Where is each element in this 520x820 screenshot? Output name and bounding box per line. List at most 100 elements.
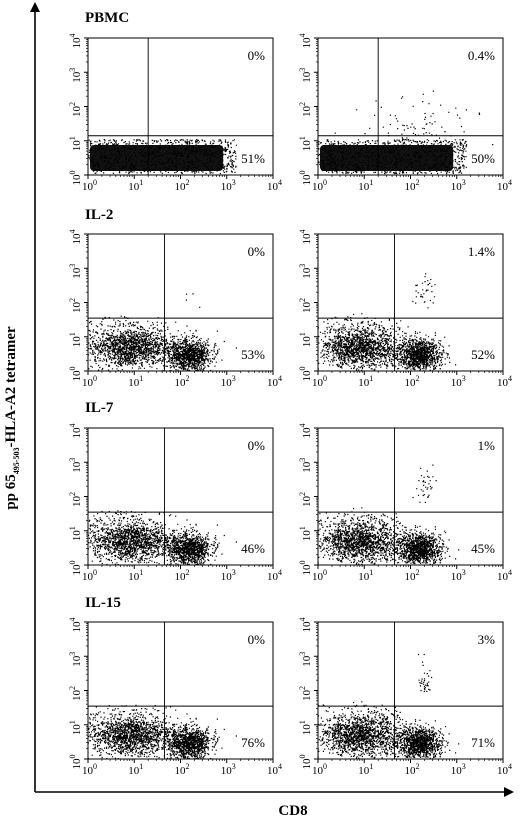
x-tick-label: 101: [358, 568, 373, 583]
x-tick-label: 100: [312, 374, 327, 389]
quadrant-lower-right-pct: 76%: [241, 735, 265, 750]
x-tick-label: 104: [497, 374, 512, 389]
x-tick-label: 101: [358, 762, 373, 777]
x-tick-label: 102: [405, 178, 420, 193]
y-tick-label: 104: [68, 618, 83, 633]
y-tick-label: 102: [68, 492, 83, 507]
x-tick-label: 103: [221, 568, 236, 583]
y-tick-label: 102: [298, 102, 313, 117]
y-tick-label: 100: [298, 367, 313, 382]
y-tick-label: 100: [298, 171, 313, 186]
main-x-axis-arrow: [504, 787, 514, 797]
y-tick-label: 100: [298, 561, 313, 576]
x-tick-label: 102: [175, 374, 190, 389]
y-tick-label: 104: [68, 230, 83, 245]
y-tick-label: 103: [68, 458, 83, 473]
y-tick-label: 101: [68, 332, 83, 347]
event-dots: [318, 653, 460, 759]
x-tick-label: 102: [175, 568, 190, 583]
y-tick-label: 101: [298, 720, 313, 735]
y-tick-label: 104: [298, 230, 313, 245]
y-tick-label: 103: [68, 652, 83, 667]
quadrant-upper-right-pct: 1.4%: [468, 244, 495, 259]
y-tick-label: 103: [68, 68, 83, 83]
x-tick-label: 103: [451, 568, 466, 583]
x-tick-label: 100: [82, 178, 97, 193]
x-tick-label: 100: [312, 762, 327, 777]
y-tick-label: 100: [298, 755, 313, 770]
y-tick-label: 104: [68, 34, 83, 49]
y-tick-label: 104: [68, 424, 83, 439]
x-tick-label: 101: [128, 568, 143, 583]
row-label: PBMC: [85, 10, 129, 26]
event-dots: [88, 510, 237, 565]
y-tick-label: 102: [298, 686, 313, 701]
y-tick-label: 102: [298, 298, 313, 313]
y-tick-label: 102: [68, 102, 83, 117]
x-tick-label: 101: [128, 374, 143, 389]
quadrant-lower-right-pct: 46%: [241, 541, 265, 556]
x-tick-label: 104: [497, 178, 512, 193]
x-tick-label: 103: [221, 374, 236, 389]
quadrant-lower-right-pct: 51%: [241, 151, 265, 166]
event-dots: [88, 704, 237, 759]
x-tick-label: 103: [221, 762, 236, 777]
quadrant-upper-right-pct: 1%: [478, 438, 496, 453]
quadrant-upper-right-pct: 0%: [248, 244, 266, 259]
x-tick-label: 100: [312, 178, 327, 193]
quadrant-lower-right-pct: 52%: [471, 347, 495, 362]
quadrant-lower-right-pct: 45%: [471, 541, 495, 556]
x-tick-label: 103: [451, 374, 466, 389]
quadrant-upper-right-pct: 0%: [248, 632, 266, 647]
x-tick-label: 100: [82, 762, 97, 777]
x-tick-label: 101: [358, 178, 373, 193]
y-tick-label: 101: [68, 526, 83, 541]
quadrant-upper-right-pct: 3%: [478, 632, 496, 647]
x-tick-label: 102: [405, 374, 420, 389]
row-label: IL-15: [85, 595, 121, 611]
y-axis-title: pp 65495-503-HLA-A2 tetramer: [3, 326, 21, 510]
event-dots: [318, 90, 494, 175]
x-tick-label: 104: [267, 178, 282, 193]
quadrant-lower-right-pct: 50%: [471, 151, 495, 166]
row-label: IL-2: [85, 207, 113, 223]
y-tick-label: 102: [68, 298, 83, 313]
y-tick-label: 104: [298, 424, 313, 439]
x-tick-label: 103: [451, 178, 466, 193]
x-tick-label: 101: [128, 178, 143, 193]
y-tick-label: 103: [298, 458, 313, 473]
y-tick-label: 104: [298, 34, 313, 49]
y-tick-label: 100: [68, 755, 83, 770]
y-tick-label: 103: [298, 68, 313, 83]
x-tick-label: 104: [497, 568, 512, 583]
quadrant-upper-right-pct: 0%: [248, 48, 266, 63]
y-tick-label: 101: [298, 526, 313, 541]
quadrant-lower-right-pct: 71%: [471, 735, 495, 750]
event-dots: [318, 273, 457, 371]
x-tick-label: 104: [497, 762, 512, 777]
event-dots: [88, 139, 238, 175]
y-tick-label: 101: [298, 136, 313, 151]
x-tick-label: 102: [175, 178, 190, 193]
x-axis-title: CD8: [278, 803, 307, 819]
y-tick-label: 103: [68, 264, 83, 279]
x-tick-label: 100: [312, 568, 327, 583]
y-tick-label: 101: [68, 136, 83, 151]
main-y-axis-arrow: [30, 2, 40, 12]
y-tick-label: 101: [298, 332, 313, 347]
x-tick-label: 104: [267, 568, 282, 583]
x-tick-label: 100: [82, 568, 97, 583]
x-tick-label: 104: [267, 374, 282, 389]
x-tick-label: 104: [267, 762, 282, 777]
x-tick-label: 101: [128, 762, 143, 777]
quadrant-upper-right-pct: 0.4%: [468, 48, 495, 63]
y-tick-label: 100: [68, 561, 83, 576]
